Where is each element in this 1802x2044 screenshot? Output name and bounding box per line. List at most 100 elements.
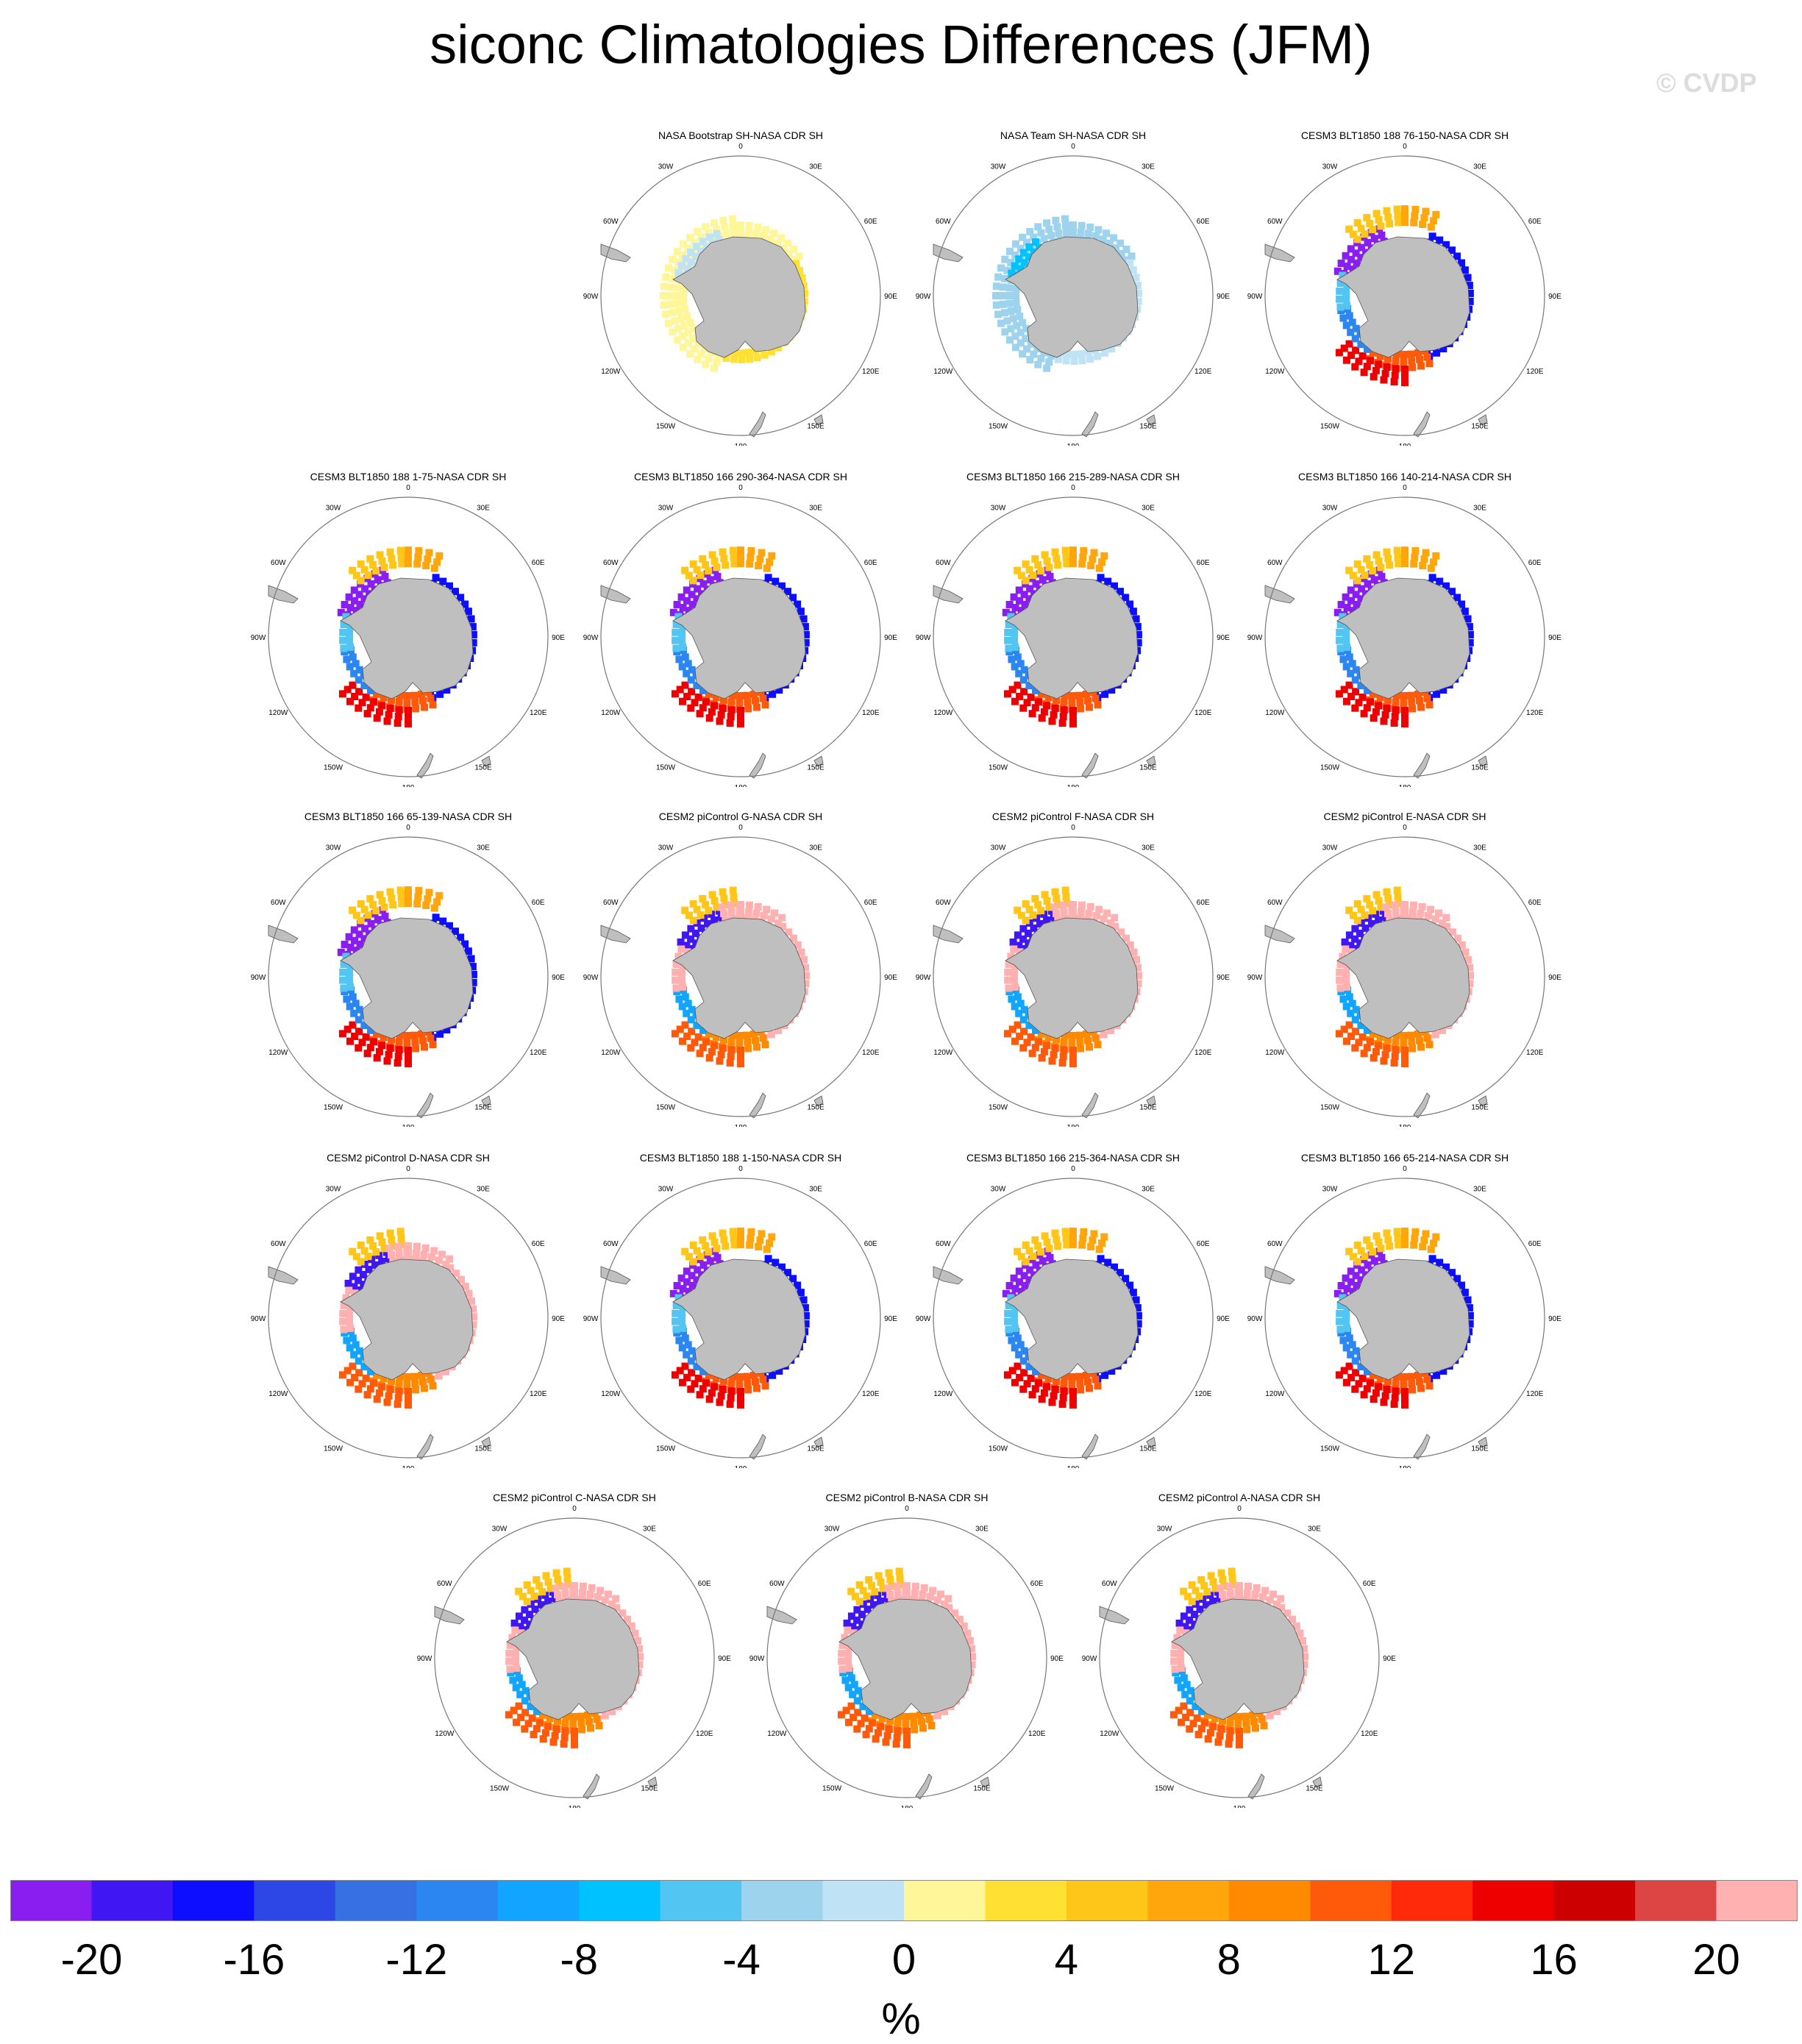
new-zealand-landmass xyxy=(1081,752,1099,779)
south-america-landmass xyxy=(434,1606,465,1625)
longitude-label: 120W xyxy=(1265,709,1285,717)
south-america-landmass xyxy=(933,585,964,604)
longitude-label: 30E xyxy=(1142,844,1155,852)
longitude-label: 180 xyxy=(1067,784,1080,787)
longitude-label: 150W xyxy=(989,764,1008,772)
map-panel: CESM2 piControl F-NASA CDR SH 0 30E 60E 90E 1… xyxy=(915,811,1231,1127)
longitude-label: 30W xyxy=(658,163,674,171)
colorbar-swatch xyxy=(1310,1880,1392,1921)
longitude-label: 180 xyxy=(402,784,415,787)
colorbar-unit: % xyxy=(881,1994,921,2043)
longitude-label: 150E xyxy=(1139,1104,1157,1112)
longitude-label: 90E xyxy=(1217,1315,1230,1323)
longitude-label: 150W xyxy=(1320,1104,1340,1112)
longitude-label: 30E xyxy=(643,1525,656,1533)
map-boundary xyxy=(766,1517,1047,1798)
longitude-label: 60W xyxy=(936,899,951,907)
longitude-label: 150E xyxy=(807,423,825,431)
longitude-label: 90W xyxy=(251,1315,266,1323)
new-zealand-landmass xyxy=(1413,1434,1431,1460)
longitude-label: 120W xyxy=(601,368,621,376)
new-zealand-landmass xyxy=(1413,752,1431,779)
longitude-label: 0 xyxy=(1237,1505,1242,1513)
colorbar-tick-label: -12 xyxy=(385,1936,447,1984)
longitude-label: 90W xyxy=(916,293,931,301)
longitude-label: 120E xyxy=(1526,368,1544,376)
south-america-landmass xyxy=(600,1266,631,1285)
longitude-label: 90W xyxy=(916,634,931,642)
longitude-label: 120E xyxy=(1526,1390,1544,1398)
longitude-label: 180 xyxy=(569,1805,581,1808)
map-boundary xyxy=(600,1178,881,1459)
longitude-label: 120E xyxy=(1526,709,1544,717)
colorbar-swatch xyxy=(822,1880,905,1921)
longitude-label: 150E xyxy=(807,1104,825,1112)
longitude-label: 150E xyxy=(474,764,492,772)
longitude-label: 180 xyxy=(1067,1124,1080,1127)
antarctica-landmass xyxy=(506,1598,640,1720)
longitude-label: 120E xyxy=(862,709,880,717)
longitude-label: 30W xyxy=(326,844,341,852)
longitude-label: 120E xyxy=(1361,1730,1378,1738)
colorbar-swatch xyxy=(10,1880,92,1921)
colorbar-swatch xyxy=(1066,1880,1148,1921)
map-panel: CESM3 BLT1850 188 1-150-NASA CDR SH 0 30E 6… xyxy=(583,1152,899,1468)
map-content xyxy=(600,1228,824,1460)
longitude-label: 60W xyxy=(603,218,619,226)
colorbar-swatch xyxy=(1635,1880,1717,1921)
south-america-landmass xyxy=(600,243,631,263)
map-panel: CESM3 BLT1850 166 215-364-NASA CDR SH 0 30… xyxy=(915,1152,1231,1468)
map-boundary xyxy=(268,496,549,777)
colorbar-tick-label: -20 xyxy=(61,1936,123,1984)
longitude-label: 90E xyxy=(884,1315,897,1323)
longitude-label: 30W xyxy=(991,1185,1006,1193)
colorbar-tick-label: 0 xyxy=(892,1936,916,1984)
map-panel: CESM2 piControl A-NASA CDR SH 0 30E 60E 90E 1… xyxy=(1081,1492,1397,1808)
longitude-label: 120W xyxy=(1265,1390,1285,1398)
longitude-label: 120W xyxy=(268,1049,288,1057)
antarctica-landmass xyxy=(672,1258,806,1381)
polar-map: 0 30E 60E 90E 120E 150E 180 150W 120W 90W 60W 30W xyxy=(1082,1505,1397,1808)
longitude-label: 120W xyxy=(601,1049,621,1057)
longitude-label: 30E xyxy=(477,1185,490,1193)
antarctica-landmass xyxy=(1336,577,1470,699)
colorbar-swatch xyxy=(985,1880,1067,1921)
antarctica-landmass xyxy=(672,577,806,699)
longitude-label: 60E xyxy=(532,1240,545,1248)
longitude-label: 90E xyxy=(884,634,897,642)
longitude-label: 150E xyxy=(1471,1445,1489,1453)
panel-title: NASA Bootstrap SH-NASA CDR SH xyxy=(658,129,824,141)
new-zealand-landmass xyxy=(749,1092,766,1119)
colorbar-swatch xyxy=(741,1880,824,1921)
longitude-label: 30E xyxy=(1473,163,1486,171)
longitude-label: 0 xyxy=(406,1165,410,1173)
colorbar-frame xyxy=(10,1880,1798,1921)
longitude-label: 0 xyxy=(738,1165,743,1173)
new-zealand-landmass xyxy=(749,752,766,779)
tasmania-landmass xyxy=(1478,414,1488,426)
longitude-label: 180 xyxy=(1067,1465,1080,1468)
map-boundary xyxy=(933,496,1214,777)
longitude-label: 150W xyxy=(656,1104,676,1112)
tasmania-landmass xyxy=(647,1776,658,1788)
polar-map: 0 30E 60E 90E 120E 150E 180 150W 120W 90W 60W 30W xyxy=(1247,143,1562,446)
longitude-label: 30E xyxy=(1142,163,1155,171)
longitude-label: 120E xyxy=(1028,1730,1046,1738)
longitude-label: 60E xyxy=(1197,899,1210,907)
panel-title: CESM3 BLT1850 188 1-150-NASA CDR SH xyxy=(639,1152,842,1164)
longitude-label: 90E xyxy=(1217,974,1230,982)
antarctica-landmass xyxy=(672,236,806,358)
longitude-label: 120E xyxy=(862,1049,880,1057)
new-zealand-landmass xyxy=(416,752,434,779)
panel-title: CESM2 piControl A-NASA CDR SH xyxy=(1158,1492,1321,1503)
longitude-label: 90E xyxy=(718,1655,731,1663)
south-america-landmass xyxy=(1264,585,1295,604)
longitude-label: 60W xyxy=(437,1580,452,1588)
tasmania-landmass xyxy=(813,755,824,767)
longitude-label: 0 xyxy=(1071,484,1075,492)
longitude-label: 90E xyxy=(1548,293,1561,301)
longitude-label: 0 xyxy=(1403,143,1407,151)
longitude-label: 90W xyxy=(1247,1315,1263,1323)
longitude-label: 60E xyxy=(1197,218,1210,226)
map-panel: CESM3 BLT1850 166 290-364-NASA CDR SH 0 30… xyxy=(583,471,899,787)
